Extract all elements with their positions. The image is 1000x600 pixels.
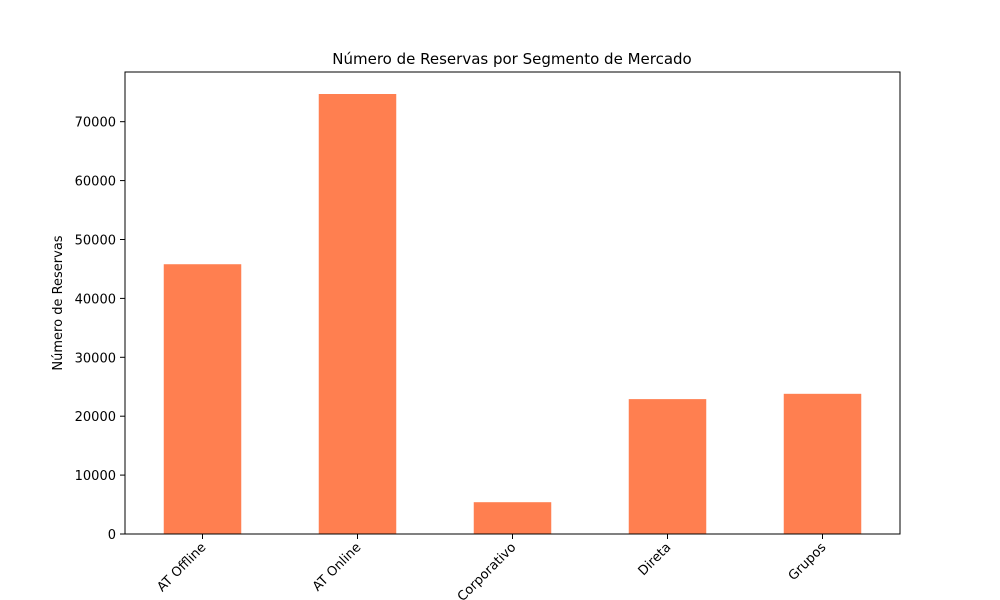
y-tick-label: 30000 <box>75 351 116 366</box>
plot-frame <box>124 71 901 535</box>
bar-group <box>163 94 862 534</box>
y-tick-label: 0 <box>108 528 116 543</box>
y-axis-ticks: 0 10000 20000 30000 40000 50000 60000 70000 <box>75 116 125 543</box>
y-tick-label: 60000 <box>75 175 116 190</box>
chart-title: Número de Reservas por Segmento de Merca… <box>332 50 691 68</box>
y-tick-label: 50000 <box>75 233 116 248</box>
y-tick-label: 20000 <box>75 410 116 425</box>
x-axis-ticks: AT Offline AT Online Corporativo Direta Grup… <box>154 534 829 600</box>
x-tick-label: Corporativo <box>455 540 520 600</box>
bar-corporativo <box>473 502 552 534</box>
x-tick-label: Direta <box>636 540 675 579</box>
bar-grupos <box>783 393 862 534</box>
y-tick-label: 70000 <box>75 116 116 131</box>
x-tick-label: Grupos <box>786 540 830 584</box>
y-tick-label: 40000 <box>75 292 116 307</box>
y-axis-label: Número de Reservas <box>51 235 66 370</box>
x-tick-label: AT Online <box>310 540 364 594</box>
bar-at-online <box>318 94 397 534</box>
x-tick-label: AT Offline <box>154 540 209 595</box>
y-tick-label: 10000 <box>75 469 116 484</box>
bar-at-offline <box>163 264 242 534</box>
bar-direta <box>628 399 707 534</box>
